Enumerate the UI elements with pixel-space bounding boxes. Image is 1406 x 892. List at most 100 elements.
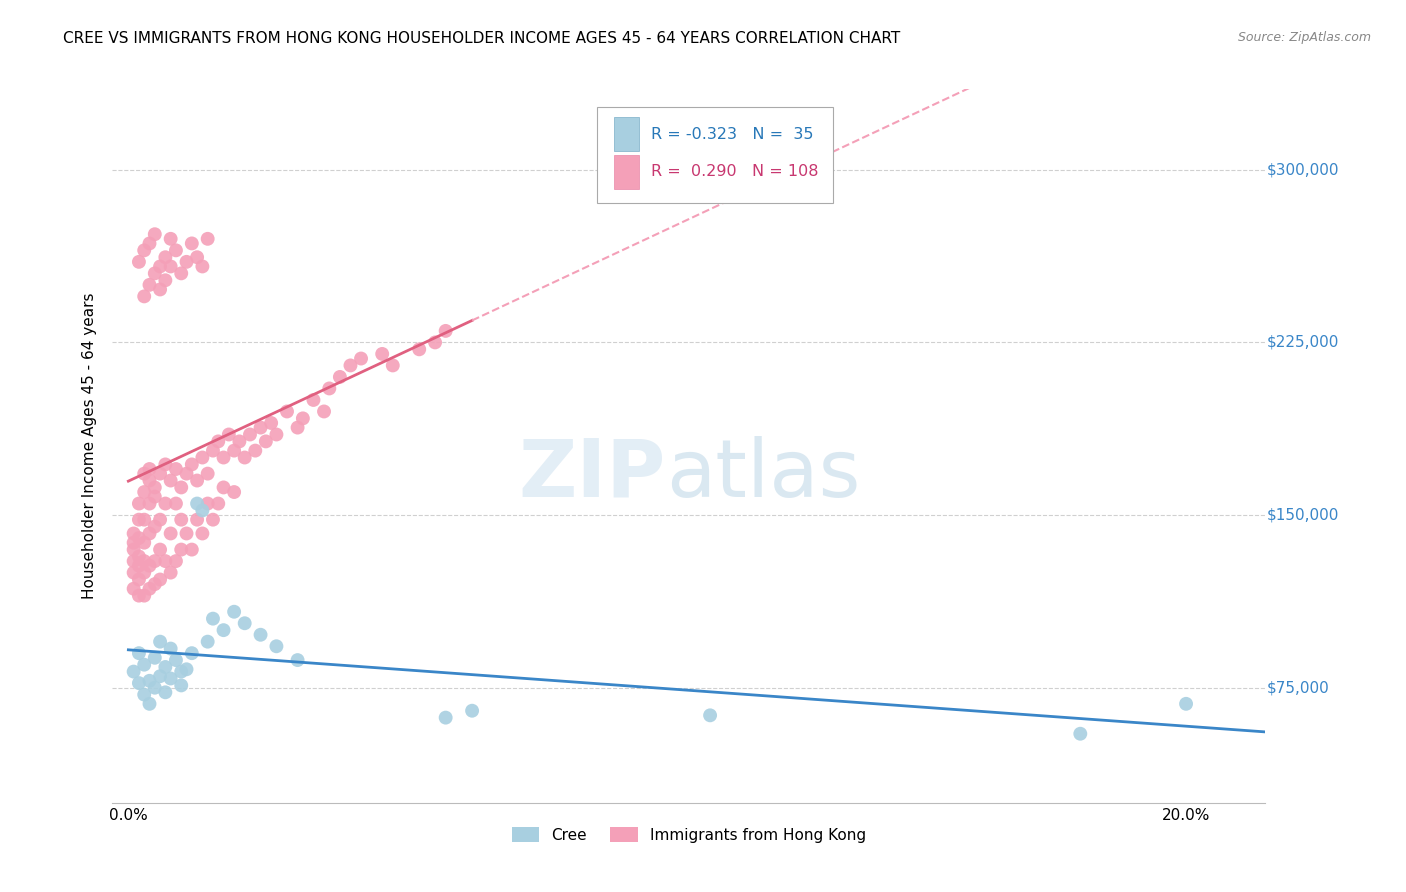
Point <box>159 641 181 656</box>
Point <box>134 589 156 603</box>
Point <box>143 519 166 533</box>
Point <box>180 542 202 557</box>
Point <box>291 411 314 425</box>
Point <box>143 650 166 665</box>
Bar <box>614 117 640 152</box>
Point <box>207 497 229 511</box>
Point <box>266 640 288 654</box>
Point <box>218 427 240 442</box>
Point <box>134 566 156 580</box>
Point <box>155 250 177 264</box>
Point <box>155 685 177 699</box>
Point <box>138 497 160 511</box>
Point <box>143 266 166 280</box>
Point <box>381 359 404 373</box>
Point <box>138 526 160 541</box>
Point <box>128 589 150 603</box>
Point <box>143 577 166 591</box>
Point <box>134 289 156 303</box>
Point <box>180 236 202 251</box>
Point <box>249 628 271 642</box>
Point <box>233 616 256 631</box>
Point <box>138 558 160 573</box>
Point <box>239 427 262 442</box>
Point <box>180 646 202 660</box>
Point <box>134 467 156 481</box>
FancyBboxPatch shape <box>596 107 832 203</box>
Point <box>143 490 166 504</box>
Point <box>201 612 224 626</box>
Text: $225,000: $225,000 <box>1267 334 1339 350</box>
Point <box>134 554 156 568</box>
Point <box>138 697 160 711</box>
Point <box>233 450 256 465</box>
Point <box>155 458 177 472</box>
Point <box>170 665 193 679</box>
Point <box>134 485 156 500</box>
Point <box>197 232 219 246</box>
Point <box>201 443 224 458</box>
Point <box>212 450 235 465</box>
Point <box>191 503 214 517</box>
Point <box>165 462 187 476</box>
Point <box>287 653 309 667</box>
Y-axis label: Householder Income Ages 45 - 64 years: Householder Income Ages 45 - 64 years <box>82 293 97 599</box>
Point <box>329 370 352 384</box>
Point <box>138 474 160 488</box>
Point <box>143 480 166 494</box>
Point <box>128 513 150 527</box>
Point <box>165 244 187 258</box>
Point <box>134 513 156 527</box>
Text: Source: ZipAtlas.com: Source: ZipAtlas.com <box>1237 31 1371 45</box>
Text: ZIP: ZIP <box>519 435 666 514</box>
Point <box>1175 697 1198 711</box>
Point <box>699 708 721 723</box>
Point <box>149 513 172 527</box>
Point <box>186 250 208 264</box>
Point <box>312 404 335 418</box>
Legend: Cree, Immigrants from Hong Kong: Cree, Immigrants from Hong Kong <box>506 821 872 848</box>
Point <box>191 450 214 465</box>
Point <box>122 526 145 541</box>
Point <box>434 324 457 338</box>
Point <box>197 497 219 511</box>
Point <box>165 497 187 511</box>
Point <box>128 531 150 545</box>
Point <box>266 427 288 442</box>
Point <box>155 273 177 287</box>
Point <box>170 513 193 527</box>
Point <box>134 657 156 672</box>
Point <box>122 554 145 568</box>
Point <box>245 443 267 458</box>
Point <box>155 660 177 674</box>
Point <box>186 474 208 488</box>
Point <box>134 535 156 549</box>
Point <box>143 681 166 695</box>
Point <box>122 535 145 549</box>
Text: $150,000: $150,000 <box>1267 508 1339 523</box>
Point <box>408 343 430 357</box>
Point <box>423 335 446 350</box>
Point <box>134 688 156 702</box>
Point <box>138 236 160 251</box>
Point <box>159 260 181 274</box>
Point <box>224 485 246 500</box>
Point <box>128 558 150 573</box>
Point <box>197 467 219 481</box>
Point <box>149 467 172 481</box>
Point <box>143 227 166 242</box>
Point <box>138 582 160 596</box>
Point <box>186 497 208 511</box>
Point <box>371 347 394 361</box>
Text: R = -0.323   N =  35: R = -0.323 N = 35 <box>651 127 814 142</box>
Point <box>138 277 160 292</box>
Point <box>434 711 457 725</box>
Point <box>176 526 198 541</box>
Point <box>128 497 150 511</box>
Point <box>165 653 187 667</box>
Point <box>197 634 219 648</box>
Point <box>149 260 172 274</box>
Point <box>128 573 150 587</box>
Point <box>176 662 198 676</box>
Point <box>149 542 172 557</box>
